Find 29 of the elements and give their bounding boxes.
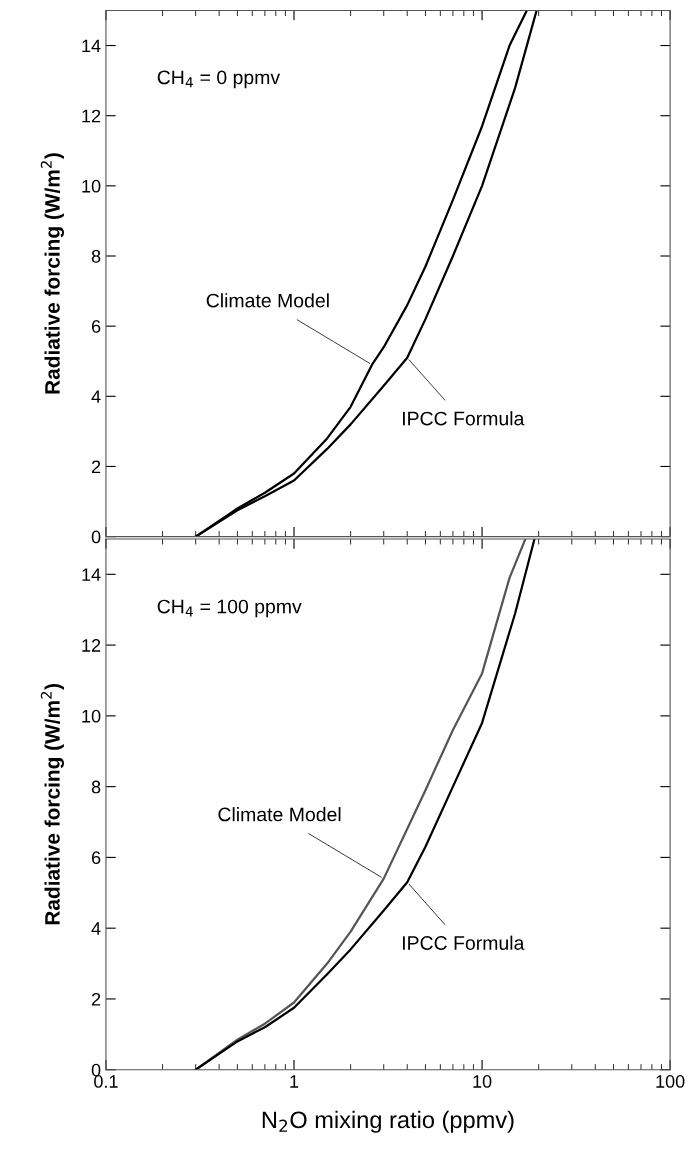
y-tick-label: 8 <box>91 249 101 263</box>
y-tick-label: 10 <box>82 709 101 723</box>
y-tick-label: 0 <box>91 1063 101 1077</box>
annotation: CH$_{4}$ = 100 ppmv <box>157 599 302 618</box>
x-axis-title: N$_{2}$O mixing ratio (ppmv) <box>262 1110 514 1133</box>
y-axis-title: Radiative forcing (W/m$^{2}$) <box>40 684 65 925</box>
annotation: IPCC Formula <box>402 935 525 950</box>
annotation: IPCC Formula <box>402 411 525 426</box>
x-tick-label: 1 <box>290 1075 299 1088</box>
x-tick-label: 0.1 <box>94 1075 118 1088</box>
y-tick-label: 14 <box>82 39 101 53</box>
y-tick-label: 4 <box>91 922 101 935</box>
y-tick-label: 14 <box>82 568 101 581</box>
y-tick-label: 2 <box>91 460 101 473</box>
y-tick-label: 6 <box>91 851 101 865</box>
y-tick-label: 10 <box>82 179 101 193</box>
y-tick-label: 0 <box>91 530 101 544</box>
y-tick-label: 6 <box>91 320 101 333</box>
x-tick-label: 10 <box>473 1075 492 1088</box>
y-tick-label: 12 <box>82 109 101 123</box>
x-tick-label: 100 <box>656 1075 685 1088</box>
y-tick-label: 8 <box>91 780 101 794</box>
y-tick-label: 4 <box>91 390 101 403</box>
y-tick-label: 2 <box>91 992 101 1006</box>
y-tick-label: 12 <box>82 639 101 652</box>
annotation: Climate Model <box>218 807 341 822</box>
annotation: Climate Model <box>206 293 329 308</box>
y-axis-title: Radiative forcing (W/m$^{2}$) <box>40 153 65 394</box>
annotation: CH$_{4}$ = 0 ppmv <box>157 70 281 89</box>
